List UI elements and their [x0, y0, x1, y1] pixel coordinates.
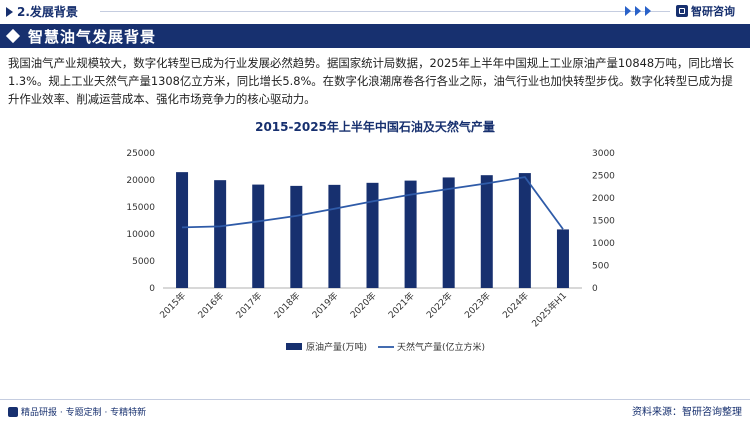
header-divider	[100, 11, 670, 12]
left-axis-tick: 0	[149, 284, 155, 294]
left-axis: 0 5000 10000 15000 20000 25000	[126, 149, 155, 294]
bar-series	[176, 172, 569, 288]
title-bar: 智慧油气发展背景	[0, 24, 750, 48]
footer-tagline-text: 精品研报 · 专题定制 · 专精特新	[21, 408, 147, 418]
x-axis-tick: 2017年	[233, 290, 264, 321]
right-axis-tick: 0	[592, 284, 598, 294]
bar-oil-production	[366, 182, 379, 288]
bar-oil-production	[404, 180, 417, 288]
source-note: 资料来源：智研咨询整理	[632, 407, 742, 418]
arrow-icons	[625, 6, 651, 16]
section-label: 2.发展背景	[17, 5, 78, 19]
left-axis-tick: 25000	[126, 149, 155, 159]
x-axis-tick: 2020年	[348, 290, 379, 321]
left-axis-tick: 5000	[132, 257, 155, 267]
right-axis-tick: 3000	[592, 149, 615, 159]
body-paragraph: 我国油气产业规模较大，数字化转型已成为行业发展必然趋势。据国家统计局数据，202…	[8, 56, 734, 106]
right-axis-tick: 1500	[592, 217, 615, 227]
left-axis-tick: 20000	[126, 176, 155, 186]
section-title: 2.发展背景	[6, 3, 78, 20]
bar-oil-production	[290, 185, 303, 288]
x-axis-tick: 2019年	[309, 290, 340, 321]
x-axis-tick: 2021年	[386, 290, 417, 321]
bar-oil-production	[252, 184, 265, 288]
footer-logo-icon	[8, 406, 18, 417]
footer-tagline: 精品研报 · 专题定制 · 专精特新	[8, 405, 146, 418]
right-axis-tick: 1000	[592, 239, 615, 249]
bar-oil-production	[328, 184, 341, 288]
logo-icon	[676, 5, 688, 17]
x-axis-tick: 2024年	[500, 290, 531, 321]
x-axis-tick: 2015年	[157, 290, 188, 321]
bar-oil-production	[176, 172, 189, 288]
left-axis-tick: 10000	[126, 230, 155, 240]
x-axis-tick: 2022年	[424, 290, 455, 321]
line-series	[181, 176, 564, 230]
logo-text: 智研咨询	[691, 5, 735, 18]
right-axis-tick: 500	[592, 262, 609, 272]
x-axis-tick: 2025年H1	[529, 290, 569, 330]
legend-oil-swatch	[286, 343, 302, 350]
x-axis-labels: 2015年 2016年 2017年 2018年 2019年 2020年 2021年 2022年…	[157, 290, 569, 330]
x-axis-tick: 2016年	[195, 290, 226, 321]
footer-divider	[0, 399, 750, 400]
diamond-icon	[5, 28, 21, 44]
line-gas-production	[181, 176, 564, 230]
chart-title: 2015-2025年上半年中国石油及天然气产量	[255, 120, 495, 134]
x-axis-tick: 2023年	[462, 290, 493, 321]
bar-oil-production	[214, 180, 227, 288]
bar-oil-production	[556, 229, 569, 288]
right-axis-tick: 2500	[592, 172, 615, 182]
legend-gas-label: 天然气产量(亿立方米)	[397, 341, 485, 353]
x-axis-tick: 2018年	[271, 290, 302, 321]
left-axis-tick: 15000	[126, 203, 155, 213]
right-axis: 0 500 1000 1500 2000 2500 3000	[592, 149, 615, 294]
chart-legend: 原油产量(万吨) 天然气产量(亿立方米)	[286, 341, 485, 353]
top-header: 2.发展背景 智研咨询	[0, 0, 750, 22]
bar-oil-production	[442, 177, 455, 288]
legend-oil-label: 原油产量(万吨)	[306, 341, 367, 353]
right-axis-tick: 2000	[592, 194, 615, 204]
page-title: 智慧油气发展背景	[28, 28, 157, 46]
bar-oil-production	[518, 173, 531, 288]
triangle-icon	[6, 6, 13, 17]
brand-logo: 智研咨询	[676, 3, 735, 19]
bar-oil-production	[480, 175, 493, 288]
production-chart: 0 5000 10000 15000 20000 25000 0 500 1000 1500 20…	[126, 149, 615, 353]
